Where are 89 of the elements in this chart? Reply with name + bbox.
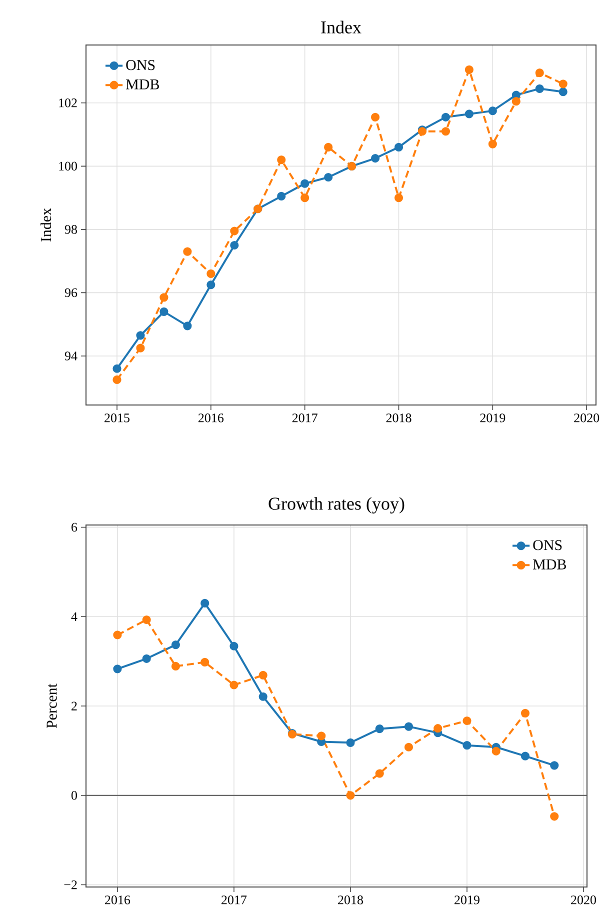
point: [464, 65, 474, 74]
x-tick-label: 2018: [386, 414, 412, 422]
legend-label: MDB: [533, 560, 566, 570]
point: [441, 112, 450, 122]
point: [488, 106, 497, 116]
x-tick-label: 2017: [292, 414, 318, 422]
x-tick-label: 2015: [104, 414, 130, 422]
point: [550, 812, 559, 821]
point: [277, 192, 286, 201]
point: [183, 247, 192, 256]
y-tick-label: 4: [71, 612, 78, 621]
point: [346, 738, 355, 747]
point: [160, 307, 168, 316]
y-tick-label: 102: [59, 98, 77, 108]
point: [375, 724, 384, 734]
x-tick-label: 2017: [222, 896, 247, 904]
point: [434, 724, 442, 733]
point: [512, 97, 520, 106]
point: [488, 140, 497, 148]
point: [160, 293, 168, 302]
point: [206, 269, 216, 278]
y-tick-label: −2: [64, 880, 77, 890]
point: [394, 194, 404, 202]
point: [112, 375, 122, 384]
y-tick-label: 96: [64, 288, 78, 298]
point: [462, 716, 472, 726]
chart-title: Growth rates (yoy): [268, 497, 404, 514]
x-tick-label: 2016: [198, 414, 224, 422]
point: [404, 722, 414, 731]
x-tick-label: 2020: [571, 896, 596, 904]
point: [558, 80, 568, 88]
y-tick-label: 0: [71, 791, 77, 800]
legend-label: MDB: [126, 79, 159, 90]
point: [346, 791, 355, 800]
point: [317, 732, 326, 740]
point: [136, 331, 145, 340]
point: [136, 344, 145, 352]
legend-label: ONS: [533, 540, 562, 550]
point: [462, 741, 472, 750]
point: [258, 670, 268, 680]
chart-title: Index: [321, 20, 362, 34]
x-tick-label: 2019: [480, 414, 506, 422]
point: [464, 110, 474, 118]
point: [112, 364, 122, 373]
point: [324, 172, 333, 182]
point: [142, 654, 151, 663]
point: [520, 752, 530, 760]
point: [183, 322, 192, 330]
point: [441, 127, 450, 136]
point: [230, 680, 238, 690]
y-axis-title: Percent: [46, 684, 57, 728]
y-tick-label: 6: [72, 522, 78, 532]
point: [394, 142, 404, 152]
point: [206, 280, 216, 290]
point: [370, 154, 380, 163]
x-tick-label: 2016: [105, 896, 130, 904]
point: [324, 142, 333, 152]
y-tick-label: 98: [64, 225, 77, 234]
point: [404, 742, 414, 752]
y-tick-label: 2: [72, 702, 77, 710]
point: [558, 88, 568, 96]
point: [230, 642, 238, 650]
point: [370, 112, 380, 122]
point: [171, 662, 180, 671]
point: [142, 615, 151, 624]
point: [200, 658, 210, 667]
x-tick-label: 2020: [574, 414, 600, 422]
x-tick-label: 2018: [338, 896, 363, 904]
point: [258, 692, 268, 701]
point: [492, 746, 500, 756]
point: [300, 179, 310, 188]
point: [520, 708, 530, 718]
point: [113, 630, 122, 640]
point: [200, 598, 210, 608]
point: [277, 156, 286, 164]
point: [171, 640, 180, 650]
y-tick-label: 100: [59, 162, 77, 171]
y-axis-title: Index: [40, 208, 52, 242]
legend-label: ONS: [126, 60, 155, 70]
point: [535, 84, 544, 93]
point: [230, 240, 239, 250]
point: [230, 226, 239, 236]
y-tick-label: 94: [64, 352, 78, 360]
point: [300, 194, 310, 202]
x-tick-label: 2019: [454, 896, 480, 904]
point: [535, 68, 544, 78]
point: [550, 761, 559, 770]
point: [375, 769, 384, 778]
point: [113, 664, 122, 674]
